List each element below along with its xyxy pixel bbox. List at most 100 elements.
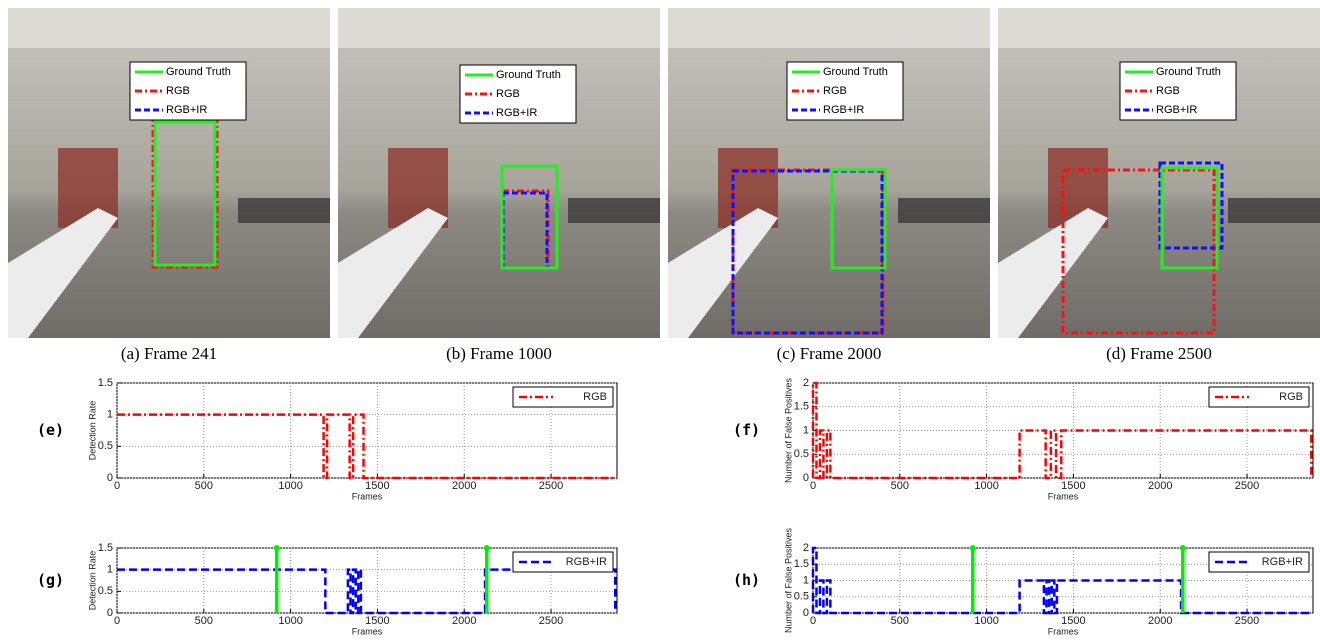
caption: (a) Frame 241 bbox=[121, 344, 217, 363]
desk bbox=[8, 208, 118, 338]
x-tick-label: 500 bbox=[195, 480, 213, 492]
legend-box bbox=[512, 551, 614, 573]
x-tick-label: 2000 bbox=[452, 615, 476, 627]
x-tick-label: 2500 bbox=[539, 480, 563, 492]
x-axis-label: Frames bbox=[352, 491, 383, 501]
series-line bbox=[811, 381, 1313, 480]
x-tick-label: 2000 bbox=[452, 480, 476, 492]
caption: (d) Frame 2500 bbox=[1106, 344, 1212, 363]
y-tick-label: 1.5 bbox=[794, 558, 809, 570]
legend-label: Ground Truth bbox=[823, 66, 888, 78]
x-tick-label: 2000 bbox=[1148, 480, 1172, 492]
y-tick-label: 0.5 bbox=[794, 591, 809, 603]
legend-box bbox=[1208, 551, 1310, 573]
legend-label: RGB+IR bbox=[1262, 556, 1303, 568]
legend-label: Ground Truth bbox=[1156, 66, 1221, 78]
x-tick-label: 2500 bbox=[1235, 480, 1259, 492]
legend-label: Ground Truth bbox=[496, 69, 561, 81]
ceiling bbox=[8, 8, 330, 48]
y-tick-label: 1.5 bbox=[98, 377, 113, 389]
event-marker-dot bbox=[969, 545, 976, 551]
x-tick-label: 1500 bbox=[365, 615, 389, 627]
x-tick-label: 1500 bbox=[1061, 615, 1085, 627]
bounding-box bbox=[153, 120, 217, 267]
desk-right bbox=[1228, 198, 1320, 223]
legend-label: RGB+IR bbox=[566, 556, 607, 568]
legend-label: RGB bbox=[166, 85, 190, 97]
x-tick-label: 2500 bbox=[1235, 615, 1259, 627]
legend-label: RGB bbox=[1156, 85, 1180, 97]
bounding-box bbox=[1160, 166, 1219, 270]
bounding-box bbox=[731, 169, 884, 335]
ceiling bbox=[338, 8, 660, 48]
y-tick-label: 2 bbox=[803, 542, 809, 554]
x-tick-label: 0 bbox=[810, 480, 816, 492]
legend-label: RGB+IR bbox=[823, 104, 864, 116]
legend-label: Ground Truth bbox=[166, 66, 231, 78]
y-tick-label: 1.5 bbox=[794, 401, 809, 413]
desk bbox=[668, 208, 778, 338]
y-tick-label: 0 bbox=[107, 472, 113, 484]
event-marker-dot bbox=[483, 545, 490, 551]
legend-label: RGB bbox=[823, 85, 847, 97]
bounding-box bbox=[500, 164, 559, 270]
legend-label: RGB bbox=[496, 88, 520, 100]
panel-label: (f) bbox=[733, 421, 760, 439]
y-tick-label: 0 bbox=[107, 607, 113, 619]
y-tick-label: 1 bbox=[803, 424, 809, 436]
desk-right bbox=[238, 198, 330, 223]
x-tick-label: 1000 bbox=[278, 480, 302, 492]
bounding-box bbox=[1158, 161, 1224, 250]
y-axis-label: Detection Rate bbox=[87, 551, 97, 611]
series-line bbox=[117, 413, 617, 480]
y-tick-label: 1 bbox=[803, 574, 809, 586]
x-tick-label: 0 bbox=[114, 480, 120, 492]
series-line bbox=[811, 546, 1313, 615]
desk-right bbox=[898, 198, 990, 223]
x-axis-label: Frames bbox=[1048, 491, 1079, 501]
x-tick-label: 1000 bbox=[278, 615, 302, 627]
y-tick-label: 1 bbox=[107, 409, 113, 421]
desk-right bbox=[568, 198, 660, 223]
x-tick-label: 500 bbox=[891, 480, 909, 492]
bounding-box bbox=[830, 168, 887, 270]
y-tick-label: 0 bbox=[803, 472, 809, 484]
ceiling bbox=[668, 8, 990, 48]
x-axis-label: Frames bbox=[352, 626, 383, 636]
x-tick-label: 0 bbox=[810, 615, 816, 627]
legend-label: RGB bbox=[583, 391, 607, 403]
x-axis-label: Frames bbox=[1048, 626, 1079, 636]
x-tick-label: 2000 bbox=[1148, 615, 1172, 627]
x-tick-label: 1500 bbox=[365, 480, 389, 492]
legend-box bbox=[1208, 386, 1310, 408]
y-axis-label: Detection Rate bbox=[87, 401, 97, 461]
x-tick-label: 500 bbox=[195, 615, 213, 627]
legend-label: RGB+IR bbox=[1156, 104, 1197, 116]
panel-label: (e) bbox=[37, 421, 64, 439]
event-marker-dot bbox=[1179, 545, 1186, 551]
ceiling bbox=[998, 8, 1320, 48]
series-line bbox=[117, 568, 617, 615]
desk bbox=[998, 208, 1108, 338]
x-tick-label: 0 bbox=[114, 615, 120, 627]
y-tick-label: 1 bbox=[107, 564, 113, 576]
legend-label: RGB+IR bbox=[496, 107, 537, 119]
event-marker-dot bbox=[273, 545, 280, 551]
x-tick-label: 1500 bbox=[1061, 480, 1085, 492]
y-tick-label: 0 bbox=[803, 607, 809, 619]
legend-box bbox=[512, 386, 614, 408]
panel-label: (g) bbox=[37, 571, 64, 589]
caption: (b) Frame 1000 bbox=[446, 344, 552, 363]
bounding-box bbox=[1061, 168, 1216, 335]
desk bbox=[338, 208, 448, 338]
y-tick-label: 1.5 bbox=[98, 542, 113, 554]
y-tick-label: 2 bbox=[803, 377, 809, 389]
y-tick-label: 0.5 bbox=[98, 440, 113, 452]
x-tick-label: 1000 bbox=[974, 615, 998, 627]
y-tick-label: 0.5 bbox=[98, 585, 113, 597]
y-axis-label: Number of False Positives bbox=[783, 377, 793, 483]
y-axis-label: Number of False Positives bbox=[783, 527, 793, 633]
x-tick-label: 2500 bbox=[539, 615, 563, 627]
legend-label: RGB+IR bbox=[166, 104, 207, 116]
